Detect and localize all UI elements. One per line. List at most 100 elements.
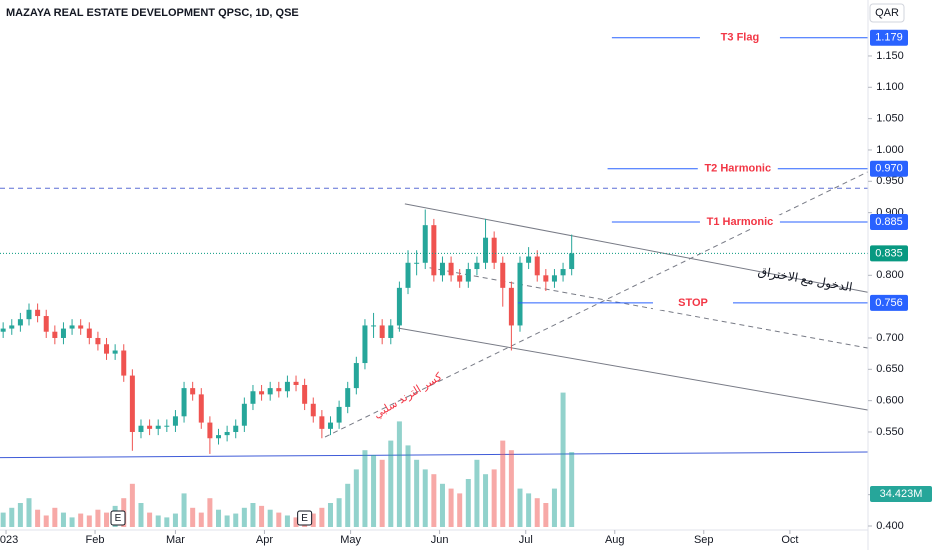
volume-bar [465, 479, 471, 527]
candle-body [310, 403, 316, 417]
volume-bar [190, 507, 196, 527]
level-label: T1 Harmonic [707, 216, 774, 228]
price-tag-label: 0.970 [875, 163, 903, 175]
candle-body [60, 328, 66, 338]
plot-area: T3 Flag T2 Harmonic T1 Harmonic STOP الدخول … [0, 30, 868, 527]
candle-body [172, 416, 178, 426]
candle-body [327, 422, 333, 429]
volume-bar [207, 498, 213, 527]
volume-bar [517, 488, 523, 527]
event-badge [110, 510, 126, 526]
candle-body [500, 262, 506, 288]
candle-body [284, 381, 290, 392]
candle-body [371, 325, 377, 327]
volume-bar [379, 459, 385, 527]
last-price-label: 0.835 [875, 247, 903, 259]
volume-bar [9, 507, 15, 527]
last-price-tag [870, 245, 908, 262]
candle-body [431, 225, 437, 276]
price-tag-label: 1.179 [875, 32, 903, 44]
volume-tag-label: 34.423M [880, 488, 923, 500]
price-tag [870, 294, 908, 311]
volume-bar [164, 517, 170, 527]
trendline [397, 327, 868, 411]
volume-bar [224, 515, 230, 527]
annotation: الدخول مع الاختراق [757, 264, 854, 294]
candle-body [457, 275, 463, 282]
volume-bar [35, 509, 41, 527]
candle-body [207, 422, 213, 439]
y-tick-label: 0.700 [876, 332, 904, 344]
candle-body [543, 275, 549, 282]
volume-bar [293, 517, 299, 527]
candle-body [224, 431, 230, 436]
currency-box[interactable] [869, 3, 905, 23]
volume-bar [353, 469, 359, 527]
candle-body [345, 388, 351, 407]
volume-bar [327, 503, 333, 527]
volume-bar [129, 483, 135, 527]
level-label-bg [699, 215, 780, 230]
candle-body [319, 416, 325, 429]
chart-title: MAZAYA REAL ESTATE DEVELOPMENT QPSC, 1D,… [6, 7, 299, 19]
candle-body [164, 425, 170, 427]
x-tick-label: Apr [256, 534, 273, 546]
candle-body [551, 275, 557, 282]
y-tick-label: 0.550 [876, 426, 904, 438]
candle-body [267, 388, 273, 395]
candle-body [86, 328, 92, 338]
volume-bar [474, 459, 480, 527]
volume-bar [267, 509, 273, 527]
volume-bar [457, 493, 463, 527]
volume-bar [414, 459, 420, 527]
x-tick-label: Jun [431, 534, 449, 546]
currency[interactable]: QAR [875, 7, 899, 19]
x-tick-label: May [340, 534, 361, 546]
candle-body [9, 325, 15, 329]
trendline [0, 451, 868, 459]
volume-bar [500, 440, 506, 527]
volume-bar [86, 515, 92, 527]
volume-bar [52, 507, 58, 527]
volume-bar [60, 512, 66, 527]
y-tick-label: 1.100 [876, 81, 904, 93]
annotation: كسر الترند سلبي [372, 371, 445, 421]
volume-bar [405, 445, 411, 527]
x-tick-label: Aug [605, 534, 625, 546]
candle-body [388, 325, 394, 338]
x-tick-label: Sep [694, 534, 714, 546]
candle-body [250, 391, 256, 404]
event-badge [297, 510, 313, 526]
candle-body [302, 384, 308, 404]
event-label: E [115, 513, 122, 524]
candle-body [508, 287, 514, 326]
candle-body [491, 237, 497, 263]
candle-body [405, 262, 411, 288]
y-tick-label: 0.800 [876, 269, 904, 281]
volume-bar [483, 474, 489, 527]
level-label-bg [697, 161, 778, 176]
candle-body [147, 425, 153, 429]
volume-bar [147, 512, 153, 527]
candle-body [560, 269, 566, 276]
candle-body [414, 262, 420, 264]
candle-body [526, 256, 532, 263]
volume-bar [319, 507, 325, 527]
volume-bar [422, 469, 428, 527]
x-tick-label: Mar [166, 534, 185, 546]
price-tag [870, 214, 908, 231]
volume-bar [104, 512, 110, 527]
volume-bar [560, 392, 566, 527]
candle-body [353, 363, 359, 389]
candle-body [422, 225, 428, 263]
candle-body [293, 381, 299, 385]
volume-bar [155, 515, 161, 527]
x-tick-label: 2023 [0, 534, 18, 546]
candle-body [181, 388, 187, 417]
volume-bar [551, 488, 557, 527]
level-label-bg [699, 30, 780, 45]
candle-body [465, 269, 471, 282]
candle-body [534, 256, 540, 276]
